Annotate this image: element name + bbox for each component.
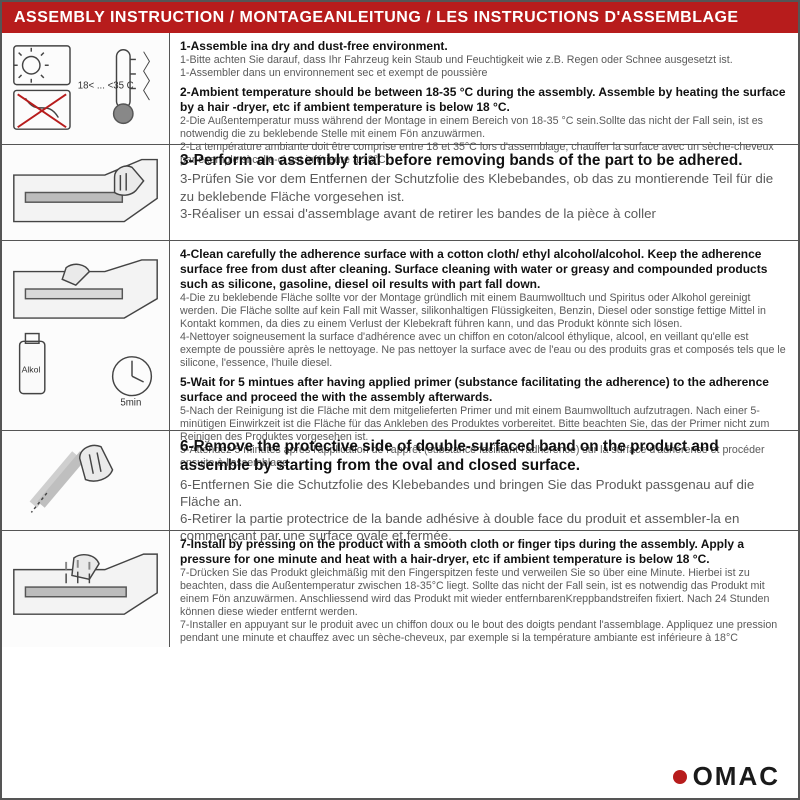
instruction-text: 4-Clean carefully the adherence surface …: [170, 241, 798, 430]
step-translation: 3-Réaliser un essai d'assemblage avant d…: [180, 205, 788, 222]
instruction-row: 7-Install by pressing on the product wit…: [2, 531, 798, 647]
instruction-row: 18< ... <35 C 1-Assemble ina dry and dus…: [2, 33, 798, 145]
instruction-row: 6-Remove the protective side of double-s…: [2, 431, 798, 531]
svg-text:18< ... <35 C: 18< ... <35 C: [78, 81, 134, 92]
illustration: [2, 431, 170, 530]
brand-name: OMAC: [693, 761, 780, 792]
step-bold: 4-Clean carefully the adherence surface …: [180, 247, 788, 292]
step-translation: 1-Assembler dans un environnement sec et…: [180, 67, 788, 80]
instruction-text: 6-Remove the protective side of double-s…: [170, 431, 798, 530]
step-translation: 1-Bitte achten Sie darauf, dass Ihr Fahr…: [180, 54, 788, 67]
step-translation: 6-Entfernen Sie die Schutzfolie des Kleb…: [180, 476, 788, 511]
illustration: [2, 531, 170, 647]
step-translation: 4-Nettoyer soigneusement la surface d'ad…: [180, 331, 788, 370]
instruction-row: 3-Perform an assembly trial before remov…: [2, 145, 798, 241]
step-bold: 7-Install by pressing on the product wit…: [180, 537, 788, 567]
step-translation: 7-Installer en appuyant sur le produit a…: [180, 619, 788, 645]
step-translation: 4-Die zu beklebende Fläche sollte vor de…: [180, 292, 788, 331]
brand-dot-icon: [673, 770, 687, 784]
step-translation: 2-Die Außentemperatur muss während der M…: [180, 115, 788, 141]
instruction-text: 1-Assemble ina dry and dust-free environ…: [170, 33, 798, 144]
illustration: [2, 145, 170, 240]
step-bold: 1-Assemble ina dry and dust-free environ…: [180, 39, 788, 54]
step-bold: 2-Ambient temperature should be between …: [180, 85, 788, 115]
step-bold: 6-Remove the protective side of double-s…: [180, 437, 788, 475]
instruction-row: Alkol 5min 4-Clean carefully the adheren…: [2, 241, 798, 431]
instruction-text: 3-Perform an assembly trial before remov…: [170, 145, 798, 240]
step-bold: 5-Wait for 5 mintues after having applie…: [180, 375, 788, 405]
step-bold: 3-Perform an assembly trial before remov…: [180, 151, 788, 170]
illustration: Alkol 5min: [2, 241, 170, 430]
step-translation: 7-Drücken Sie das Produkt gleichmäßig mi…: [180, 567, 788, 619]
svg-text:5min: 5min: [120, 397, 141, 408]
illustration: 18< ... <35 C: [2, 33, 170, 144]
svg-text:Alkol: Alkol: [22, 365, 41, 375]
instruction-text: 7-Install by pressing on the product wit…: [170, 531, 798, 647]
brand-footer: OMAC: [673, 761, 780, 792]
step-translation: 3-Prüfen Sie vor dem Entfernen der Schut…: [180, 170, 788, 205]
header-title: ASSEMBLY INSTRUCTION / MONTAGEANLEITUNG …: [2, 2, 798, 33]
instruction-rows: 18< ... <35 C 1-Assemble ina dry and dus…: [2, 33, 798, 647]
